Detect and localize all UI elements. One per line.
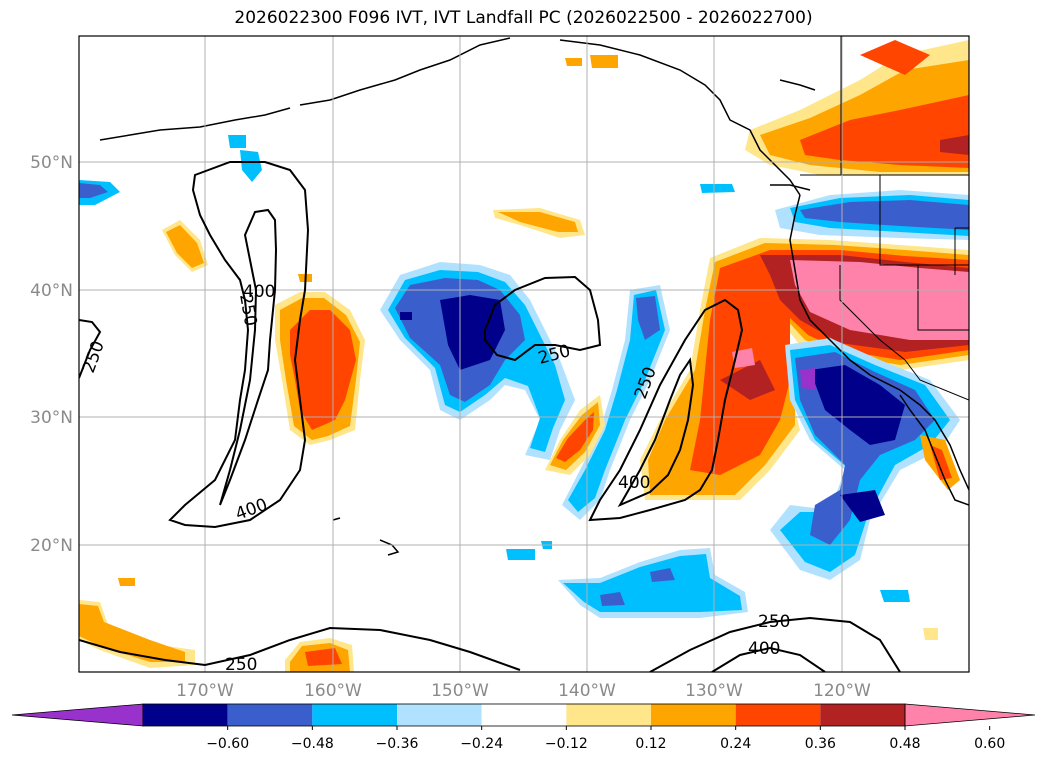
contour-label-400-a: 400 bbox=[243, 282, 275, 302]
contour-label-400-c: 400 bbox=[618, 473, 650, 493]
contour-label-250-f: 250 bbox=[225, 655, 257, 675]
colorbar-tick-label: −0.12 bbox=[545, 736, 588, 752]
colorbar-segment bbox=[312, 704, 397, 726]
colorbar-tick-label: −0.60 bbox=[206, 736, 249, 752]
colorbar-tick-label: 0.60 bbox=[974, 736, 1005, 752]
lon-label-160w: 160°W bbox=[304, 681, 362, 701]
small-patches bbox=[79, 55, 938, 640]
colorbar-segment bbox=[651, 704, 736, 726]
colorbar-frame bbox=[142, 703, 906, 727]
state-boundaries bbox=[800, 36, 969, 401]
negative-region-south bbox=[558, 548, 748, 618]
ivt-contours bbox=[79, 161, 901, 672]
colorbar-tick-label: 0.12 bbox=[635, 736, 666, 752]
colorbar-segment bbox=[566, 704, 651, 726]
map-title: 2026022300 F096 IVT, IVT Landfall PC (20… bbox=[234, 8, 813, 28]
colorbar-extend-low bbox=[11, 703, 144, 727]
lat-label-20: 20°N bbox=[30, 536, 73, 556]
colorbar-extend-high bbox=[904, 703, 1036, 727]
lat-label-30: 30°N bbox=[30, 408, 73, 428]
lon-label-140w: 140°W bbox=[558, 681, 616, 701]
colorbar-tick-label: 0.48 bbox=[889, 736, 920, 752]
colorbar-segment bbox=[735, 704, 821, 726]
colorbar: −0.60 −0.48 −0.36 −0.24 −0.12 0.12 0.24 0.36 0.4… bbox=[11, 703, 1036, 752]
negative-region-baja bbox=[770, 338, 960, 580]
colorbar-segment bbox=[820, 704, 905, 726]
latitude-labels: 50°N 40°N 30°N 20°N bbox=[30, 153, 73, 556]
positive-region-canada bbox=[745, 40, 969, 175]
negative-region-diagonal-band bbox=[562, 285, 670, 520]
colorbar-tick-label: −0.48 bbox=[291, 736, 334, 752]
colorbar-tick-label: −0.24 bbox=[460, 736, 503, 752]
map-frame bbox=[78, 35, 970, 673]
lon-label-170w: 170°W bbox=[176, 681, 234, 701]
lat-label-50: 50°N bbox=[30, 153, 73, 173]
colorbar-segment bbox=[397, 704, 482, 726]
lon-label-150w: 150°W bbox=[431, 681, 489, 701]
colorbar-tick-label: 0.36 bbox=[805, 736, 836, 752]
contour-label-250-e: 250 bbox=[758, 612, 790, 632]
colorbar-tick-label: −0.36 bbox=[376, 736, 419, 752]
colorbar-segment bbox=[227, 704, 313, 726]
longitude-labels: 170°W 160°W 150°W 140°W 130°W 120°W bbox=[176, 681, 871, 701]
colorbar-segment bbox=[143, 704, 228, 726]
lat-label-40: 40°N bbox=[30, 281, 73, 301]
colorbar-tick-label: 0.24 bbox=[720, 736, 751, 752]
positive-region-california bbox=[640, 238, 969, 500]
colorbar-segment bbox=[481, 704, 567, 726]
lon-label-130w: 130°W bbox=[685, 681, 743, 701]
lon-label-120w: 120°W bbox=[813, 681, 871, 701]
coastlines bbox=[99, 37, 969, 556]
contour-label-400-d: 400 bbox=[748, 639, 780, 659]
graticule bbox=[79, 36, 969, 672]
